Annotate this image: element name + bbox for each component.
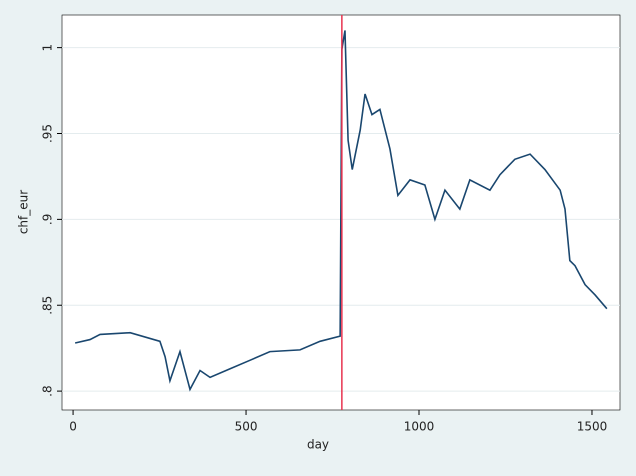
y-tick-label: .95: [41, 124, 55, 143]
x-tick-label: 1500: [577, 420, 608, 434]
y-tick-label: 1: [41, 44, 55, 52]
y-tick-label: .8: [41, 385, 55, 396]
x-tick-label: 1000: [404, 420, 435, 434]
y-tick-label: .9: [41, 214, 55, 225]
x-tick-label: 500: [235, 420, 258, 434]
y-axis-title: chf_eur: [17, 190, 31, 234]
x-axis-title: day: [307, 438, 329, 452]
y-tick-label: .85: [41, 296, 55, 315]
x-tick-label: 0: [69, 420, 77, 434]
data-line: [74, 30, 608, 392]
